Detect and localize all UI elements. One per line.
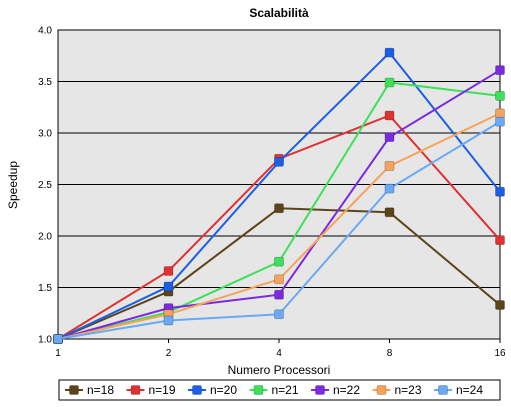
data-point [495,235,505,246]
legend-marker [253,385,264,395]
data-point [53,334,63,344]
legend-marker [376,385,387,395]
data-point [495,116,505,127]
x-tick-label: 1 [55,348,61,359]
legend-item: n=19 [126,383,176,397]
data-point [384,161,395,171]
legend-label: n=20 [210,383,237,397]
data-point [163,315,174,326]
data-point [384,183,395,194]
legend-marker [130,385,141,395]
legend-item: n=23 [372,383,422,397]
data-point [274,256,284,267]
data-point [495,91,505,101]
x-tick-label: 16 [494,348,506,359]
data-point [274,289,284,300]
data-point [495,65,505,76]
legend-label: n=21 [272,383,299,397]
y-tick-label: 4.0 [38,26,52,37]
legend-label: n=18 [87,383,114,397]
legend-label: n=23 [395,383,422,397]
legend-item: n=22 [311,383,360,397]
legend-item: n=24 [434,383,483,397]
series-6 [53,116,505,344]
legend-marker [315,385,325,395]
data-point [384,47,395,58]
legend-label: n=22 [333,383,360,397]
data-point [274,274,284,285]
legend-label: n=24 [456,383,483,397]
legend-marker [192,385,202,395]
legend-item: n=21 [249,383,299,397]
legend-label: n=19 [149,383,176,397]
x-tick-label: 8 [387,348,393,359]
chart-title: Scalabilità [249,6,309,20]
data-point [384,110,395,121]
legend-item: n=18 [65,383,114,397]
x-tick-label: 2 [166,348,172,359]
data-point [274,203,284,214]
data-point [163,281,174,292]
grid [58,81,500,288]
y-tick-label: 1.5 [38,283,52,294]
y-tick-label: 1.0 [38,335,52,346]
y-tick-label: 3.0 [38,129,52,140]
y-tick-label: 3.5 [38,77,52,88]
x-axis-label: Numero Processori [228,363,331,377]
data-point [384,207,395,218]
legend: n=18 n=19 n=20 n=21 n=22 n=23 n=24 [65,383,483,397]
data-point [495,108,505,119]
legend-marker [69,385,79,395]
series-5 [53,108,505,344]
y-axis-label: Speedup [6,161,20,209]
y-tick-label: 2.0 [38,232,52,243]
y-ticks: 1.0 1.5 2.0 2.5 3.0 3.5 4.0 [38,26,52,346]
data-point [495,186,505,197]
data-point [384,77,395,88]
legend-box [58,379,501,401]
legend-marker [438,385,448,395]
x-tick-label: 4 [276,348,282,359]
data-point [495,300,505,310]
y-tick-label: 2.5 [38,180,52,191]
data-point [163,266,174,276]
data-point [274,309,284,320]
data-point [384,132,395,143]
legend-item: n=20 [188,383,237,397]
data-point [274,156,284,167]
series-group [53,47,505,344]
x-ticks: 1 2 4 8 16 [55,339,506,359]
